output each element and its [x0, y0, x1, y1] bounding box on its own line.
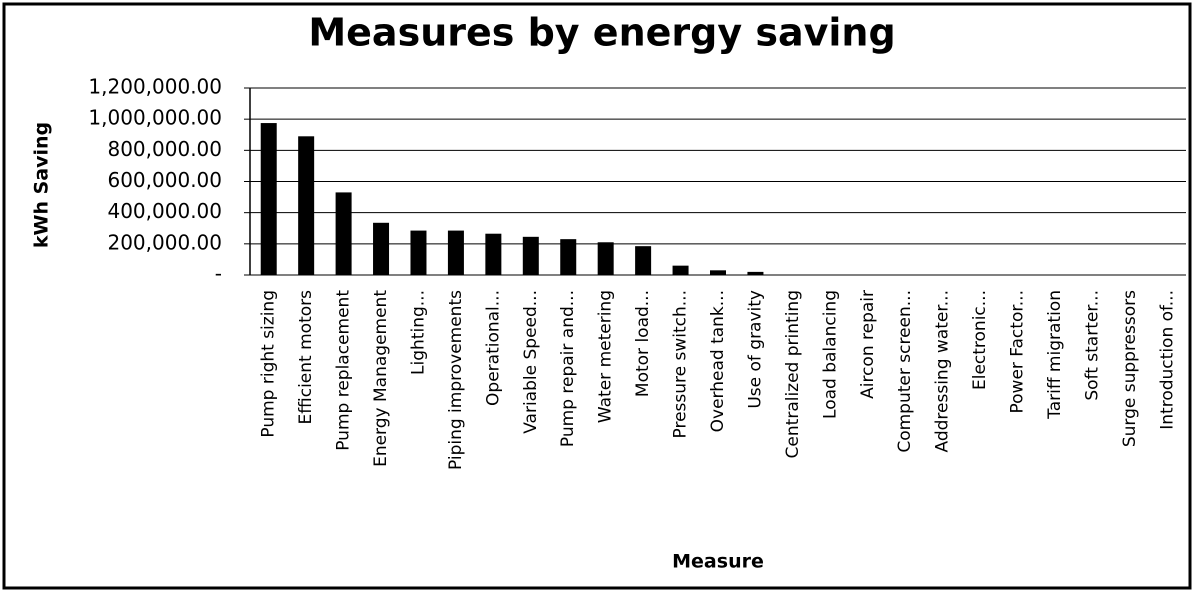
x-tick-label: Water metering [596, 290, 616, 423]
y-tick-label: 600,000.00 [107, 168, 222, 192]
x-tick-label: Introduction of... [1157, 290, 1177, 430]
chart-title: Measures by energy saving [308, 11, 895, 55]
bar [747, 271, 764, 275]
x-tick-label: Variable Speed... [521, 290, 541, 434]
y-axis-title: kWh Saving [31, 122, 53, 248]
bar [635, 246, 652, 275]
x-tick-label: Operational... [483, 290, 503, 406]
bar [597, 242, 614, 275]
x-tick-label: Pressure switch... [671, 290, 691, 438]
bar [522, 236, 539, 275]
bar [260, 123, 277, 275]
bar [373, 222, 390, 275]
x-tick-label: Pump repair and... [558, 290, 578, 447]
bar [335, 192, 352, 275]
x-tick-label: Tariff migration [1045, 290, 1065, 420]
x-tick-label: Pump right sizing [259, 290, 279, 438]
y-tick-label: - [215, 262, 222, 286]
x-tick-label: Energy Management [371, 290, 391, 467]
x-tick-label: Computer screen... [895, 290, 915, 453]
x-tick-label: Motor load... [633, 290, 653, 397]
x-tick-label: Addressing water... [933, 290, 953, 452]
x-tick-label: Soft starter... [1082, 290, 1102, 401]
y-tick-label: 800,000.00 [107, 137, 222, 161]
y-tick-label: 200,000.00 [107, 230, 222, 254]
bar [560, 239, 577, 275]
bar [447, 230, 464, 275]
bar [298, 136, 315, 275]
x-tick-label: Power Factor... [1008, 290, 1028, 414]
x-tick-label: Load balancing [820, 290, 840, 419]
bar [672, 265, 689, 275]
bar [710, 270, 726, 275]
x-tick-label: Centralized printing [783, 290, 803, 458]
x-tick-label: Electronic... [970, 290, 990, 390]
x-tick-label: Efficient motors [296, 290, 316, 425]
bar [485, 233, 502, 275]
x-tick-label: Aircon repair [858, 290, 878, 399]
x-tick-label: Piping improvements [446, 290, 466, 470]
y-tick-label: 1,200,000.00 [88, 75, 222, 99]
y-tick-label: 1,000,000.00 [88, 106, 222, 130]
x-axis-title: Measure [672, 551, 764, 573]
bar [410, 230, 427, 275]
x-tick-label: Overhead tank... [708, 290, 728, 432]
x-tick-label: Use of gravity [745, 290, 765, 409]
x-tick-label: Lighting... [408, 290, 428, 375]
y-tick-label: 400,000.00 [107, 199, 222, 223]
x-tick-label: Surge suppressors [1120, 290, 1140, 447]
x-tick-label: Pump replacement [334, 290, 354, 451]
